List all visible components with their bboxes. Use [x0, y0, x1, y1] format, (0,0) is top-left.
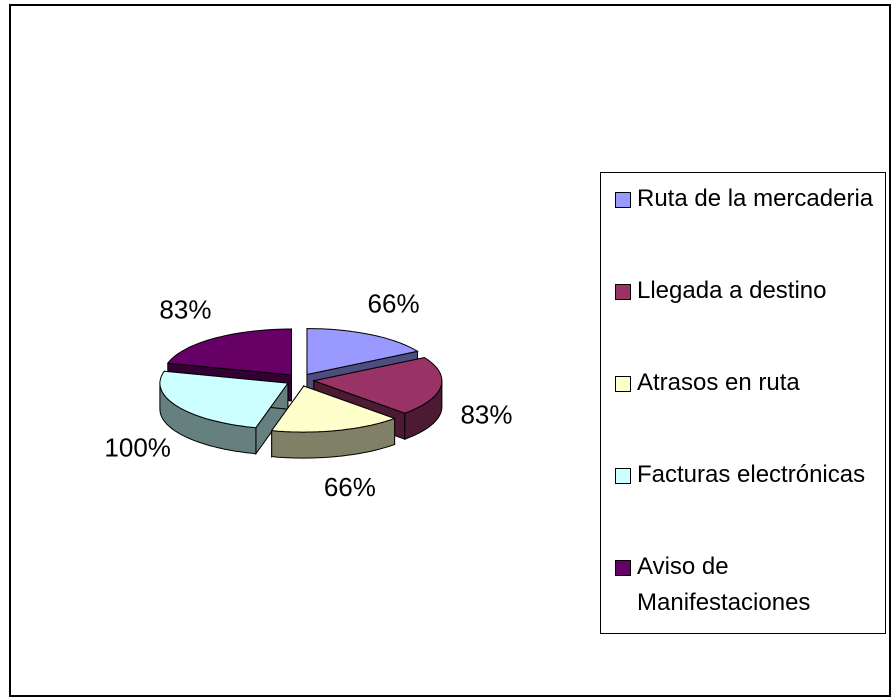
- legend-swatch: [615, 376, 631, 392]
- legend: Ruta de la mercaderia Llegada a destino At…: [600, 172, 886, 634]
- legend-entry: Ruta de la mercaderia: [615, 181, 887, 217]
- slice: [306, 327, 419, 376]
- legend-label: Facturas electrónicas: [637, 461, 866, 488]
- legend-entry: Llegada a destino: [615, 273, 887, 309]
- legend-label: Ruta de la mercaderia: [637, 185, 874, 212]
- slice: [159, 370, 289, 429]
- data-label: 66%: [368, 288, 420, 318]
- data-label: 100%: [104, 432, 171, 462]
- slice: [166, 328, 293, 376]
- legend-entry: Aviso de Manifestaciones: [615, 549, 887, 621]
- legend-label: Aviso de Manifestaciones: [637, 553, 811, 616]
- legend-entry: Facturas electrónicas: [615, 457, 887, 493]
- data-label: 83%: [159, 295, 211, 325]
- slice: [270, 385, 397, 433]
- data-label: 83%: [460, 400, 512, 430]
- legend-entry: Atrasos en ruta: [615, 365, 887, 401]
- legend-swatch: [615, 560, 631, 576]
- legend-swatch: [615, 284, 631, 300]
- legend-label: Atrasos en ruta: [637, 369, 800, 396]
- legend-swatch: [615, 468, 631, 484]
- slice: [312, 357, 443, 414]
- data-label: 66%: [324, 472, 376, 502]
- legend-swatch: [615, 192, 631, 208]
- legend-label: Llegada a destino: [637, 277, 827, 304]
